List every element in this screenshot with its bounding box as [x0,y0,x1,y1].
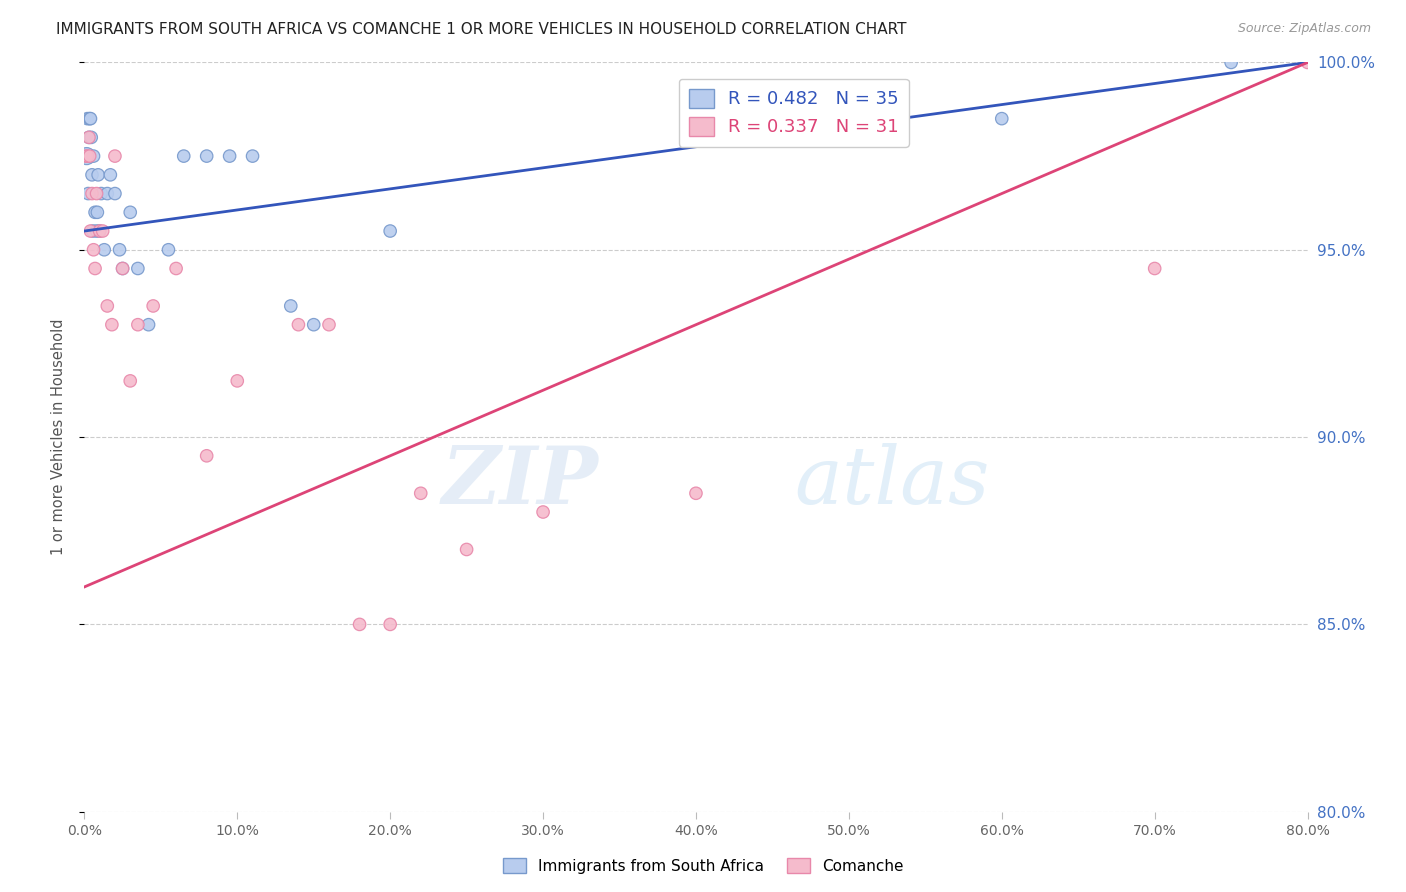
Point [195,449,218,463]
Point [84,261,107,276]
Point [86,205,108,219]
Point [157,243,180,257]
Point [83,243,105,257]
Point [1143,261,1166,276]
Text: ZIP: ZIP [441,443,598,521]
Point [80,130,103,145]
Point [76,149,98,163]
Point [79,112,101,126]
Point [87,168,110,182]
Point [86,224,108,238]
Point [89,224,111,238]
Point [531,505,554,519]
Point [287,318,309,332]
Point [77,130,100,145]
Point [96,299,118,313]
Y-axis label: 1 or more Vehicles in Household: 1 or more Vehicles in Household [51,318,66,556]
Point [120,374,142,388]
Point [86,186,108,201]
Point [108,243,131,257]
Point [77,186,100,201]
Text: IMMIGRANTS FROM SOUTH AFRICA VS COMANCHE 1 OR MORE VEHICLES IN HOUSEHOLD CORRELA: IMMIGRANTS FROM SOUTH AFRICA VS COMANCHE… [56,22,907,37]
Point [226,374,249,388]
Point [111,261,134,276]
Point [82,224,104,238]
Point [685,486,707,500]
Point [79,112,101,126]
Point [80,168,103,182]
Point [349,617,371,632]
Point [456,542,478,557]
Point [218,149,240,163]
Point [991,112,1014,126]
Point [93,243,115,257]
Point [80,186,103,201]
Point [280,299,302,313]
Point [111,261,134,276]
Point [76,149,98,163]
Point [83,149,105,163]
Point [318,318,340,332]
Point [76,112,98,126]
Point [165,261,187,276]
Point [101,318,124,332]
Point [75,149,97,163]
Point [90,186,112,201]
Point [409,486,432,500]
Point [79,149,101,163]
Point [84,205,107,219]
Point [89,224,111,238]
Point [91,224,114,238]
Point [96,186,118,201]
Point [104,149,127,163]
Point [127,318,149,332]
Point [380,617,402,632]
Point [173,149,195,163]
Point [1296,55,1319,70]
Legend: Immigrants from South Africa, Comanche: Immigrants from South Africa, Comanche [496,852,910,880]
Point [302,318,325,332]
Point [138,318,160,332]
Text: atlas: atlas [794,443,990,521]
Point [120,205,142,219]
Point [104,186,127,201]
Legend: R = 0.482   N = 35, R = 0.337   N = 31: R = 0.482 N = 35, R = 0.337 N = 31 [679,78,908,146]
Point [380,224,402,238]
Point [127,261,149,276]
Point [98,168,121,182]
Point [195,149,218,163]
Point [142,299,165,313]
Point [77,130,100,145]
Point [242,149,264,163]
Text: Source: ZipAtlas.com: Source: ZipAtlas.com [1237,22,1371,36]
Point [79,224,101,238]
Point [1220,55,1243,70]
